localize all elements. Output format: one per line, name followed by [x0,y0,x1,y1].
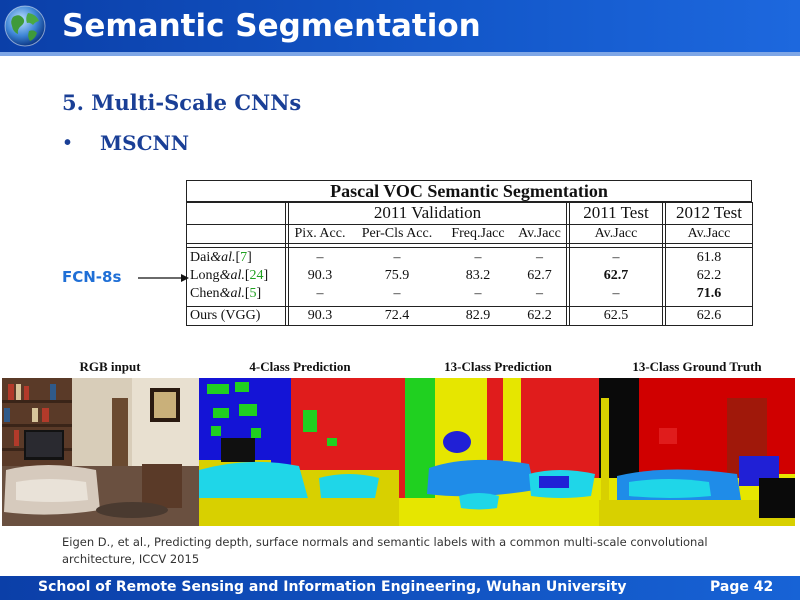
slide-title: Semantic Segmentation [62,8,481,44]
ground-truth-image [599,378,795,526]
group-2012-test: 2012 Test [675,203,743,222]
arrow-icon [138,274,189,282]
panel-label-ground-truth: 13-Class Ground Truth [632,359,762,374]
rgb-input-image [2,378,199,526]
bullet-marker: • [64,132,72,154]
table-cell: 75.9 [384,268,410,283]
table-cell: 72.4 [384,308,410,323]
table-cell: – [316,286,324,301]
table-row-name: Ours (VGG) [190,308,261,323]
panel-label-rgb: RGB input [79,359,141,374]
table-cell: 62.7 [527,268,552,283]
table-cell-best: 71.6 [696,286,722,301]
globe-icon [4,5,46,47]
four-class-prediction-image [199,378,399,526]
table-cell: 61.8 [696,250,722,265]
thirteen-class-prediction-image [399,378,599,526]
table-cell: – [474,250,482,265]
column-header: Av.Jacc [518,226,561,241]
table-row-name: Chen&al.[5] [190,286,262,301]
table-cell: 90.3 [307,268,333,283]
column-header: Av.Jacc [687,226,731,241]
footer-institution: School of Remote Sensing and Information… [38,579,627,595]
table-cell: 82.9 [465,308,491,323]
fcn-8s-label: FCN-8s [62,268,122,286]
table-cell: 62.2 [527,308,552,323]
table-cell: – [393,250,401,265]
column-header: Per-Cls Acc. [361,226,433,241]
table-cell: 83.2 [465,268,491,283]
table-cell: – [612,286,620,301]
reference-citation: Eigen D., et al., Predicting depth, surf… [62,535,708,566]
table-cell: – [316,250,324,265]
bullet-text: MSCNN [100,131,190,155]
table-cell: 90.3 [307,308,333,323]
panel-label-13class: 13-Class Prediction [444,359,552,374]
column-header: Freq.Jacc [451,226,505,241]
footer-bar: School of Remote Sensing and Information… [0,576,800,600]
table-title: Pascal VOC Semantic Segmentation [186,180,752,202]
table-cell: – [536,250,543,265]
table-cell: 62.6 [696,308,722,323]
page-number: Page 42 [710,579,774,595]
table-cell: – [393,286,401,301]
section-heading: 5. Multi-Scale CNNs [62,90,302,115]
table-row-name: Dai&al.[7] [190,250,252,265]
group-2011-validation: 2011 Validation [373,203,482,222]
title-bar: Semantic Segmentation [0,0,800,52]
table-cell: 62.5 [603,308,629,323]
header-divider [0,52,800,56]
panel-label-4class: 4-Class Prediction [249,359,351,374]
table-row-name: Long&al.[24] [190,268,269,283]
table-cell: – [612,250,620,265]
column-header: Av.Jacc [594,226,638,241]
results-table: Pascal VOC Semantic Segmentation 2011 Va… [186,180,754,326]
column-header: Pix. Acc. [294,226,346,241]
table-cell: – [474,286,482,301]
group-2011-test: 2011 Test [583,203,649,222]
table-cell-best: 62.7 [603,268,629,283]
table-cell: – [536,286,543,301]
table-cell: 62.2 [696,268,722,283]
